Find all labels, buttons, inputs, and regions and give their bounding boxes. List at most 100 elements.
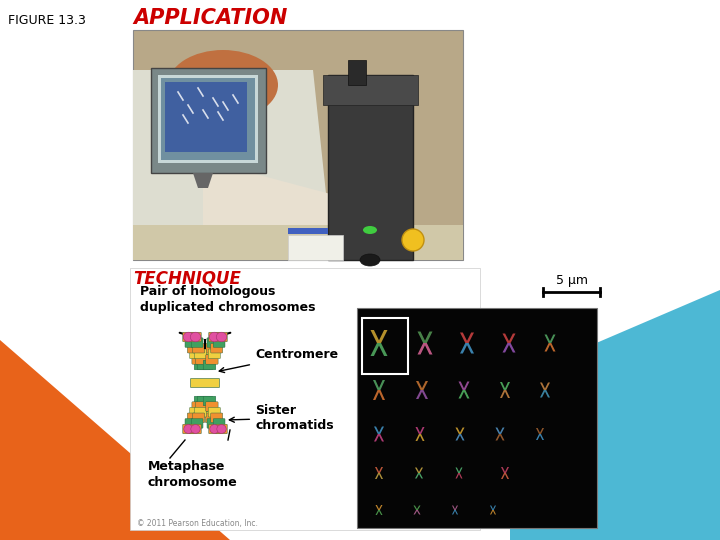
FancyBboxPatch shape xyxy=(200,396,213,406)
FancyBboxPatch shape xyxy=(196,355,208,364)
Polygon shape xyxy=(544,343,556,352)
Polygon shape xyxy=(503,334,516,343)
FancyBboxPatch shape xyxy=(187,343,199,353)
Text: © 2011 Pearson Education, Inc.: © 2011 Pearson Education, Inc. xyxy=(137,519,258,528)
FancyBboxPatch shape xyxy=(192,338,203,347)
Polygon shape xyxy=(456,473,462,478)
Polygon shape xyxy=(371,343,387,356)
Polygon shape xyxy=(544,334,556,343)
Polygon shape xyxy=(374,427,384,434)
FancyBboxPatch shape xyxy=(187,413,199,423)
Polygon shape xyxy=(416,381,428,390)
FancyBboxPatch shape xyxy=(183,424,194,434)
Polygon shape xyxy=(418,332,433,343)
FancyBboxPatch shape xyxy=(192,418,203,428)
Bar xyxy=(130,268,480,530)
Polygon shape xyxy=(133,70,333,260)
Text: 5 μm: 5 μm xyxy=(556,274,588,287)
Polygon shape xyxy=(415,473,423,478)
Polygon shape xyxy=(460,343,474,354)
Bar xyxy=(151,68,266,173)
Bar xyxy=(165,82,247,152)
Bar xyxy=(161,78,255,160)
Polygon shape xyxy=(413,505,420,510)
Polygon shape xyxy=(376,505,382,510)
Polygon shape xyxy=(415,468,423,473)
Text: APPLICATION: APPLICATION xyxy=(133,8,287,28)
Polygon shape xyxy=(500,382,510,390)
Polygon shape xyxy=(503,343,516,353)
Polygon shape xyxy=(452,510,458,515)
Polygon shape xyxy=(418,343,433,354)
Polygon shape xyxy=(373,390,385,400)
FancyBboxPatch shape xyxy=(208,407,220,417)
FancyBboxPatch shape xyxy=(183,332,194,342)
Ellipse shape xyxy=(210,332,220,342)
FancyBboxPatch shape xyxy=(204,407,216,417)
Bar xyxy=(133,30,463,260)
Text: Pair of homologous
duplicated chromosomes: Pair of homologous duplicated chromosome… xyxy=(140,285,315,314)
FancyBboxPatch shape xyxy=(202,355,215,364)
Polygon shape xyxy=(373,380,385,390)
FancyBboxPatch shape xyxy=(196,402,208,411)
FancyBboxPatch shape xyxy=(209,424,220,434)
FancyBboxPatch shape xyxy=(185,418,197,428)
FancyBboxPatch shape xyxy=(205,343,217,353)
Polygon shape xyxy=(510,290,720,540)
Polygon shape xyxy=(416,390,428,399)
Ellipse shape xyxy=(363,226,377,234)
Ellipse shape xyxy=(216,332,227,342)
FancyBboxPatch shape xyxy=(193,343,204,353)
Ellipse shape xyxy=(184,424,193,434)
FancyBboxPatch shape xyxy=(213,338,225,347)
Bar xyxy=(357,308,597,528)
Ellipse shape xyxy=(184,332,194,342)
Text: FIGURE 13.3: FIGURE 13.3 xyxy=(8,14,86,27)
Polygon shape xyxy=(413,510,420,515)
Polygon shape xyxy=(490,510,496,515)
FancyBboxPatch shape xyxy=(189,332,202,342)
Polygon shape xyxy=(490,505,496,510)
FancyBboxPatch shape xyxy=(197,360,210,370)
Polygon shape xyxy=(536,434,544,440)
FancyBboxPatch shape xyxy=(203,360,216,370)
Polygon shape xyxy=(375,467,383,473)
FancyBboxPatch shape xyxy=(189,349,202,359)
FancyBboxPatch shape xyxy=(197,396,210,406)
Polygon shape xyxy=(459,381,469,390)
Circle shape xyxy=(402,229,424,251)
Polygon shape xyxy=(452,505,458,510)
Polygon shape xyxy=(501,467,509,473)
Bar xyxy=(133,225,463,260)
FancyBboxPatch shape xyxy=(208,349,220,359)
Polygon shape xyxy=(0,340,230,540)
Bar xyxy=(323,75,418,105)
FancyBboxPatch shape xyxy=(192,402,204,411)
Polygon shape xyxy=(536,428,544,434)
FancyBboxPatch shape xyxy=(209,332,220,342)
FancyBboxPatch shape xyxy=(194,396,207,406)
Polygon shape xyxy=(459,390,469,399)
Ellipse shape xyxy=(210,424,219,434)
Polygon shape xyxy=(374,434,384,442)
Bar xyxy=(362,318,408,374)
Ellipse shape xyxy=(217,424,226,434)
Text: TECHNIQUE: TECHNIQUE xyxy=(133,270,241,288)
FancyBboxPatch shape xyxy=(189,407,202,417)
Text: Sister
chromatids: Sister chromatids xyxy=(230,404,333,432)
Bar xyxy=(288,228,328,234)
Polygon shape xyxy=(415,434,425,441)
Polygon shape xyxy=(193,173,213,188)
Polygon shape xyxy=(371,330,387,343)
Polygon shape xyxy=(540,390,550,397)
Polygon shape xyxy=(495,428,505,434)
FancyBboxPatch shape xyxy=(207,418,219,428)
Polygon shape xyxy=(500,390,510,398)
Polygon shape xyxy=(460,333,474,343)
FancyBboxPatch shape xyxy=(194,349,207,359)
Polygon shape xyxy=(375,473,383,479)
Polygon shape xyxy=(376,510,382,515)
FancyBboxPatch shape xyxy=(206,355,218,364)
Bar xyxy=(158,75,258,163)
Ellipse shape xyxy=(360,254,380,266)
